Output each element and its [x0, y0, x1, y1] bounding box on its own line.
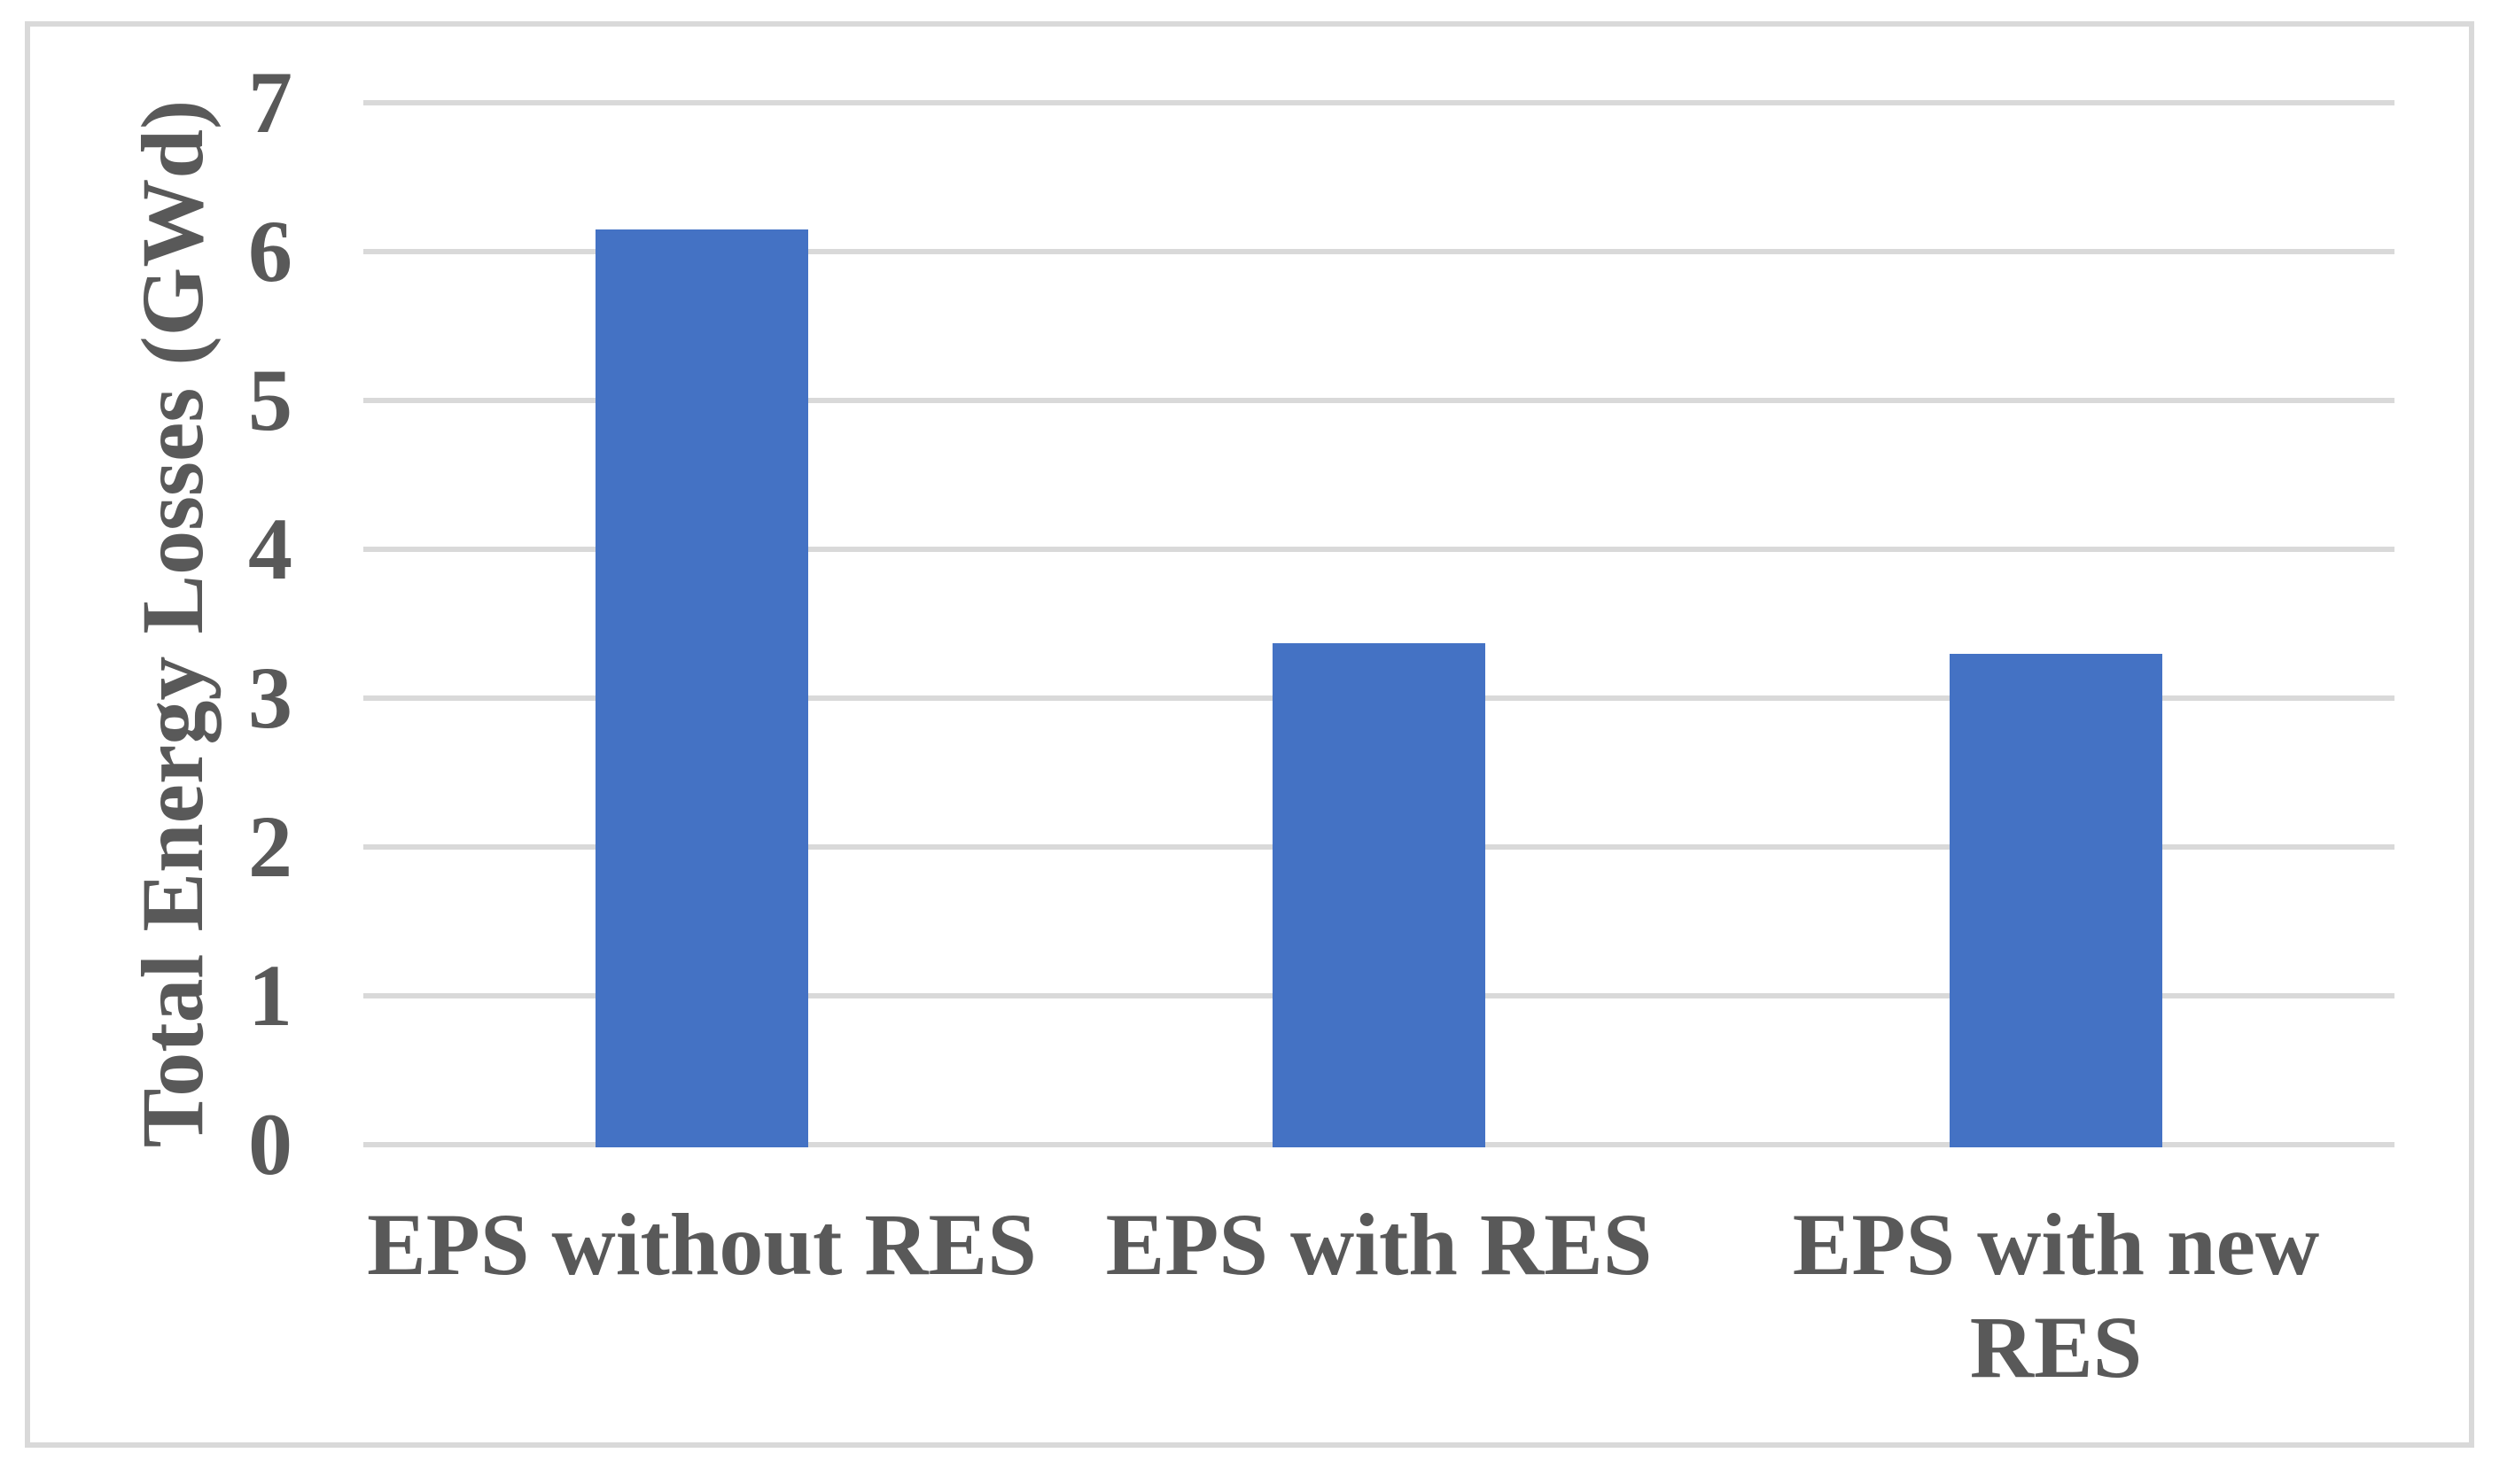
y-tick-label-1: 1: [248, 946, 292, 1045]
y-tick-label-7: 7: [248, 53, 292, 152]
x-category-label-eps-with-res: EPS with RES: [1105, 1195, 1653, 1294]
y-tick-label-4: 4: [248, 500, 292, 598]
x-category-label-eps-with-new-res: EPS with new RES: [1792, 1195, 2320, 1396]
y-tick-label-6: 6: [248, 202, 292, 300]
bar-eps-with-res: [1273, 642, 1485, 1147]
x-category-label-eps-without-res: EPS without RES: [367, 1195, 1037, 1294]
y-tick-label-0: 0: [248, 1095, 292, 1193]
chart-border: [25, 21, 2474, 1448]
y-tick-label-3: 3: [248, 649, 292, 747]
gridline-5: [363, 398, 2394, 403]
gridline-4: [363, 547, 2394, 552]
y-tick-label-5: 5: [248, 351, 292, 449]
gridline-6: [363, 249, 2394, 254]
plot-area: [363, 100, 2394, 1147]
bar-eps-without-res: [596, 229, 808, 1147]
y-tick-label-2: 2: [248, 797, 292, 896]
bar-eps-with-new-res: [1950, 653, 2162, 1147]
gridline-7: [363, 100, 2394, 105]
